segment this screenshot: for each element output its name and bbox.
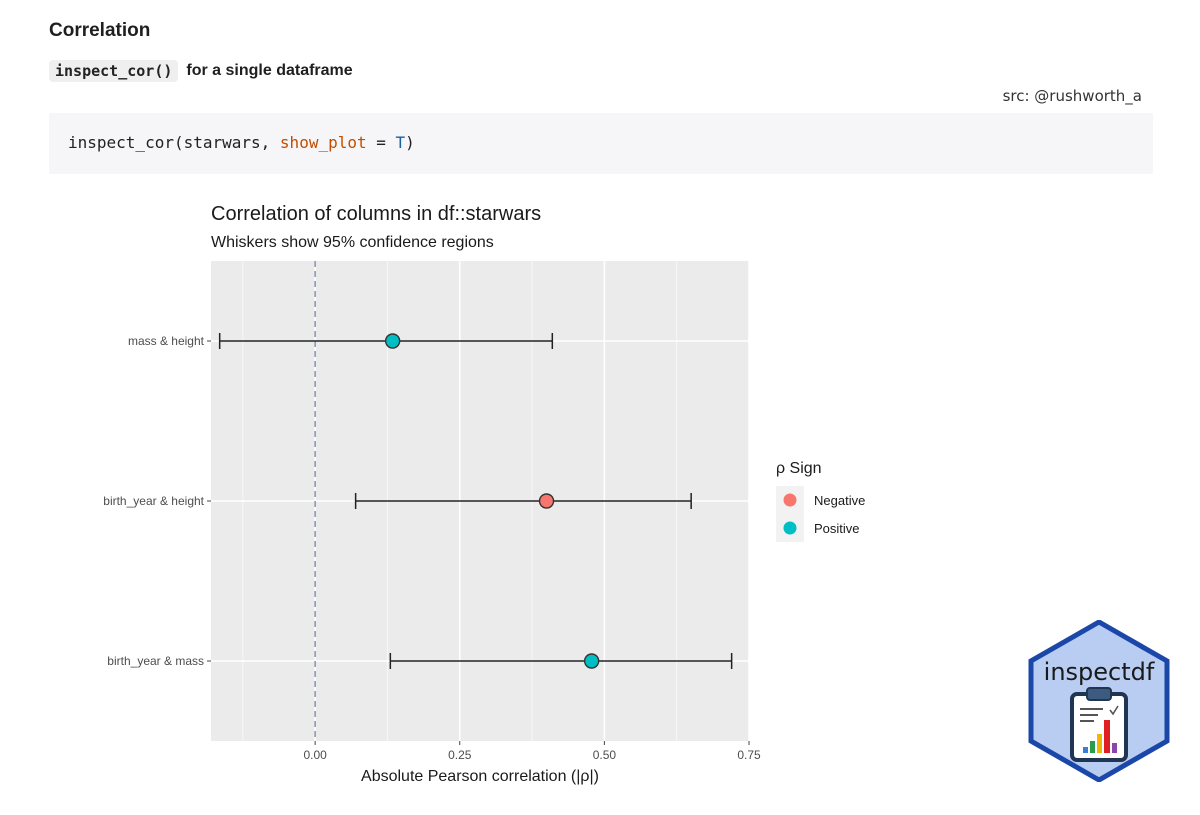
code-block: inspect_cor(starwars, show_plot = T) (49, 113, 1153, 174)
source-credit: src: @rushworth_a (1002, 87, 1142, 105)
clipboard-icon (1070, 687, 1128, 762)
code-arg-value: T (395, 133, 406, 152)
correlation-point (538, 493, 555, 509)
x-axis-label: Absolute Pearson correlation (|ρ|) (361, 768, 599, 785)
subheading-text: for a single dataframe (186, 62, 353, 79)
inspectdf-logo: inspectdf (1028, 620, 1170, 782)
y-tick-label: birth_year & height (103, 494, 204, 508)
code-arg-name: show_plot (279, 133, 367, 152)
chart-subtitle: Whiskers show 95% confidence regions (211, 234, 494, 251)
legend-title: ρ Sign (776, 460, 822, 477)
x-tick-label: 0.50 (593, 748, 617, 762)
correlation-chart: Correlation of columns in df::starwarsWh… (103, 203, 865, 785)
section-title: Correlation (49, 20, 151, 41)
code-operator: = (366, 133, 396, 152)
inline-code-function: inspect_cor() (49, 60, 179, 82)
subheading: inspect_cor() for a single dataframe (49, 60, 353, 82)
legend-swatch (783, 521, 797, 535)
legend-swatch (783, 493, 797, 507)
x-tick-label: 0.25 (448, 748, 472, 762)
correlation-point (583, 653, 600, 669)
legend-label: Positive (814, 521, 860, 536)
chart-title: Correlation of columns in df::starwars (211, 203, 541, 225)
code-line: inspect_cor(starwars, show_plot = T) (68, 133, 415, 152)
y-tick-label: mass & height (128, 334, 205, 348)
logo-text: inspectdf (1044, 658, 1155, 686)
code-function-call: inspect_cor(starwars, (68, 133, 280, 152)
correlation-point (384, 333, 401, 349)
x-tick-label: 0.00 (303, 748, 327, 762)
legend-label: Negative (814, 493, 865, 508)
y-tick-label: birth_year & mass (107, 654, 204, 668)
code-close-paren: ) (405, 133, 415, 152)
x-tick-label: 0.75 (737, 748, 761, 762)
